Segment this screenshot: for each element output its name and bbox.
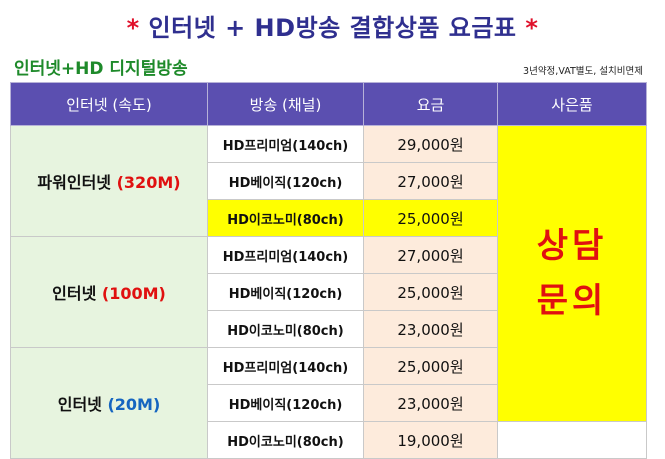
channel-cell: HD이코노미(80ch)	[207, 421, 364, 459]
plan-speed: (20M)	[107, 395, 161, 414]
fee-cell: 23,000원	[363, 384, 498, 422]
channel-cell: HD베이직(120ch)	[207, 384, 364, 422]
fee-cell-highlighted: 25,000원	[363, 199, 498, 237]
header-gift: 사은품	[497, 82, 647, 126]
title-star-right: *	[525, 14, 539, 42]
table-row: HD이코노미(80ch) 19,000원	[11, 421, 647, 459]
section-subtitle: 인터넷+HD 디지털방송	[14, 59, 188, 79]
speed-cell-100m: 인터넷 (100M)	[10, 236, 208, 348]
channel-cell: HD프리미엄(140ch)	[207, 236, 364, 274]
header-fee: 요금	[363, 82, 498, 126]
channel-cell-highlighted: HD이코노미(80ch)	[207, 199, 364, 237]
header-broadcast: 방송 (채널)	[207, 82, 364, 126]
header-internet: 인터넷 (속도)	[10, 82, 208, 126]
terms-note: 3년약정,VAT별도, 설치비면제	[523, 66, 643, 77]
channel-cell: HD베이직(120ch)	[207, 273, 364, 311]
speed-cell-320m: 파워인터넷 (320M)	[10, 125, 208, 237]
plan-speed: (100M)	[101, 284, 166, 303]
gift-empty-cell	[497, 421, 647, 459]
header-row: 인터넷 (속도) 방송 (채널) 요금 사은품	[10, 82, 647, 126]
title-star-left: *	[126, 14, 140, 42]
table-row: 인터넷 (20M) HD프리미엄(140ch) 25,000원	[10, 347, 647, 459]
fee-cell: 25,000원	[363, 273, 498, 311]
fee-cell: 27,000원	[363, 162, 498, 200]
channel-cell: HD이코노미(80ch)	[207, 310, 364, 348]
page-title: * 인터넷 + HD방송 결합상품 요금표 *	[0, 8, 665, 43]
table-row: HD이코노미(80ch) 23,000원	[11, 310, 647, 348]
fee-cell: 25,000원	[363, 347, 498, 385]
title-text: 인터넷 + HD방송 결합상품 요금표	[148, 14, 517, 42]
fee-cell: 23,000원	[363, 310, 498, 348]
speed-cell-20m: 인터넷 (20M)	[10, 347, 208, 459]
channel-cell: HD프리미엄(140ch)	[207, 347, 364, 385]
fee-cell: 27,000원	[363, 236, 498, 274]
plan-name: 인터넷	[57, 395, 102, 414]
table-row: HD베이직(120ch) 25,000원	[11, 273, 647, 311]
plan-name: 파워인터넷	[37, 173, 112, 192]
table-row: 인터넷 (100M) HD프리미엄(140ch) 27,000원	[10, 236, 647, 348]
channel-cell: HD프리미엄(140ch)	[207, 125, 364, 163]
gift-cell: 상담 문의	[497, 125, 647, 422]
table-row: HD베이직(120ch) 27,000원	[11, 162, 647, 200]
plan-name: 인터넷	[52, 284, 97, 303]
channel-cell: HD베이직(120ch)	[207, 162, 364, 200]
fee-cell: 19,000원	[363, 421, 498, 459]
gift-line-1: 상담	[536, 226, 608, 267]
pricing-table: 인터넷 (속도) 방송 (채널) 요금 사은품 파워인터넷 (320M) HD프…	[10, 82, 647, 459]
fee-cell: 29,000원	[363, 125, 498, 163]
plan-speed: (320M)	[116, 173, 181, 192]
gift-line-2: 문의	[536, 280, 608, 321]
table-row: 파워인터넷 (320M) HD프리미엄(140ch) 29,000원 상담 문의	[10, 125, 647, 422]
